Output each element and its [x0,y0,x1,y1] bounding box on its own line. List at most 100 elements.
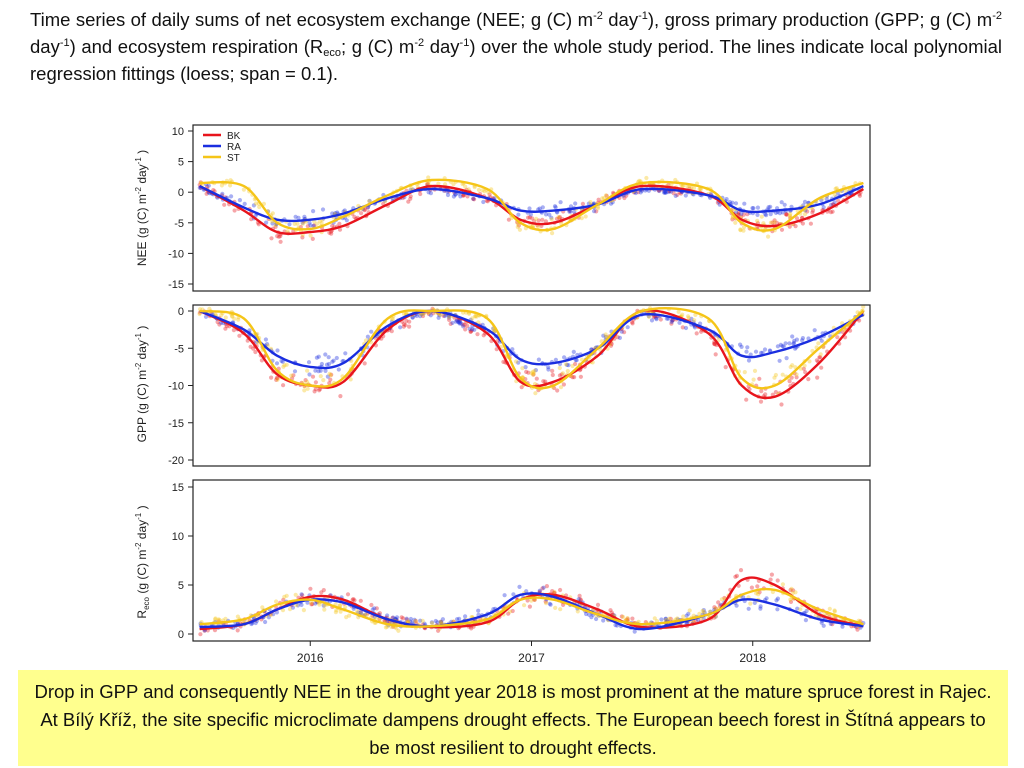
point-bk [374,606,379,611]
point-st [533,391,538,396]
point-bk [758,399,764,404]
point-st [420,618,425,624]
point-st [741,228,746,233]
point-ra [517,584,522,590]
point-st [687,608,692,613]
point-bk [232,208,237,213]
point-ra [784,356,789,361]
point-bk [770,220,775,225]
point-st [544,601,549,606]
point-st [529,598,534,603]
point-ra [558,200,563,205]
point-st [773,372,779,378]
point-ra [446,315,451,320]
point-st [802,212,808,217]
point-st [780,372,785,377]
point-bk [774,220,780,225]
point-ra [832,200,837,205]
point-bk [305,224,310,229]
point-bk [712,341,717,346]
point-ra [663,616,669,621]
point-ra [733,201,739,206]
point-ra [418,314,423,319]
point-bk [784,212,789,217]
point-st [557,365,562,371]
point-st [355,609,360,614]
point-bk [543,379,548,384]
point-bk [800,221,806,226]
point-bk [604,193,609,198]
point-ra [524,589,529,594]
point-ra [533,368,539,373]
point-bk [784,212,789,217]
y-tick-label: -15 [168,418,184,430]
y-tick-label: -5 [174,343,184,355]
point-st [790,363,795,368]
point-st [550,231,555,236]
point-bk [543,599,548,604]
point-st [802,363,807,368]
point-st [315,221,320,226]
point-st [230,313,235,319]
point-bk [461,322,466,327]
point-ra [418,618,423,623]
point-ra [367,198,372,203]
point-ra [343,351,348,356]
point-st [583,214,588,219]
point-bk [401,616,406,621]
point-ra [753,349,759,354]
point-bk [399,615,404,620]
point-st [579,216,584,221]
point-st [438,312,443,318]
point-st [280,608,286,613]
point-bk [406,199,411,204]
point-bk [362,361,367,366]
point-ra [365,334,370,339]
point-bk [550,368,555,373]
point-ra [369,329,374,334]
point-bk [310,374,316,379]
point-bk [309,602,314,607]
point-bk [469,626,474,631]
point-ra [331,358,336,363]
y-tick-label: -20 [168,455,184,467]
point-ra [528,212,534,217]
point-ra [608,201,614,206]
point-ra [701,608,706,613]
point-st [588,200,593,205]
point-bk [465,323,470,328]
point-ra [323,368,328,373]
point-ra [783,341,788,346]
point-ra [734,603,739,608]
point-st [287,607,293,612]
point-ra [299,592,304,597]
point-st [328,373,333,378]
point-st [681,614,686,619]
point-ra [313,601,318,606]
point-bk [738,568,744,573]
point-st [832,609,837,614]
point-st [302,388,307,393]
point-bk [420,313,426,319]
point-st [463,184,468,189]
point-st [549,217,554,222]
point-bk [772,218,777,223]
point-ra [344,218,349,223]
point-bk [441,313,446,318]
point-st [603,193,609,198]
point-bk [481,333,486,338]
point-st [654,619,660,624]
point-ra [451,194,456,199]
point-ra [313,368,318,373]
point-bk [352,214,357,220]
point-st [292,221,297,226]
point-ra [330,211,335,216]
point-st [257,204,262,210]
point-st [480,188,485,193]
point-st [304,379,310,384]
point-ra [802,199,808,204]
point-bk [516,223,522,228]
point-bk [830,209,835,214]
point-st [413,619,418,624]
point-ra [428,313,433,318]
